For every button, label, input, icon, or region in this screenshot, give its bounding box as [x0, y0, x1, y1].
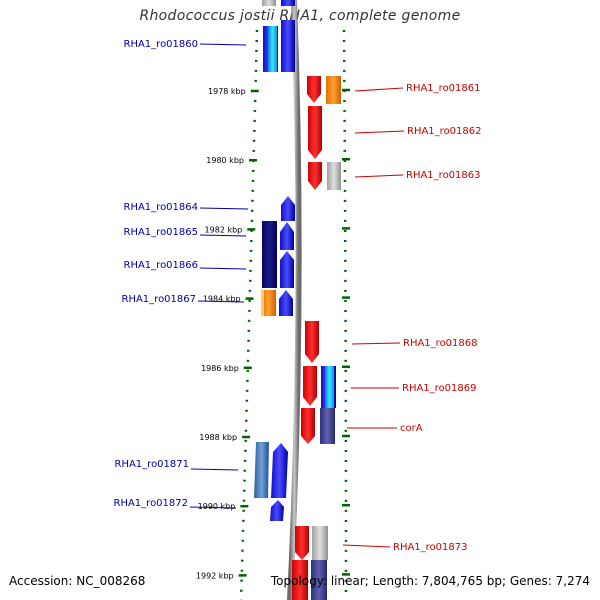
gene-label-corA[interactable]: corA	[400, 423, 423, 434]
scale-tick-label: 1988 kbp	[199, 433, 237, 442]
gene-RHA1_ro01861-glyph[interactable]	[307, 76, 341, 104]
gene-label-RHA1_ro01869[interactable]: RHA1_ro01869	[402, 383, 477, 394]
gene-RHA1_ro01865-glyph[interactable]	[262, 221, 294, 251]
gene-RHA1_ro01863-glyph[interactable]	[308, 162, 341, 190]
gene-leader-line	[354, 87, 404, 92]
genome-backbone	[287, 0, 302, 600]
scale-tick-label: 1984 kbp	[203, 295, 241, 304]
gene-leader-line	[199, 43, 247, 46]
gene-RHA1_ro01872-glyph[interactable]	[270, 500, 284, 521]
gene-label-RHA1_ro01862[interactable]: RHA1_ro01862	[407, 126, 482, 137]
gene-RHA1_ro01869-glyph[interactable]	[303, 366, 336, 408]
scale-tick-label: 1982 kbp	[205, 225, 243, 234]
map-title: Rhodococcus jostii RHA1, complete genome	[139, 8, 461, 24]
gene-label-RHA1_ro01867[interactable]: RHA1_ro01867	[122, 294, 197, 305]
gene-corA-glyph[interactable]	[301, 408, 335, 444]
gene-RHA1_ro01868-glyph[interactable]	[305, 321, 319, 363]
gene-leader-line	[354, 174, 404, 178]
gene-leader-line	[199, 234, 247, 237]
gene-leader-line	[342, 544, 391, 548]
scale-tick-label: 1978 kbp	[208, 87, 246, 96]
gene-label-RHA1_ro01861[interactable]: RHA1_ro01861	[406, 83, 481, 94]
gene-RHA1_ro01867-glyph[interactable]	[261, 290, 293, 316]
guide-line-right	[342, 29, 348, 600]
scale-tick-label: 1992 kbp	[196, 571, 234, 580]
gene-label-RHA1_ro01860[interactable]: RHA1_ro01860	[124, 39, 199, 50]
gene-leader-line	[351, 342, 401, 345]
gene-leader-line	[189, 506, 237, 509]
scale-tick-label: 1990 kbp	[198, 502, 236, 511]
gene-leader-line	[199, 267, 247, 270]
genome-summary-text: Topology: linear; Length: 7,804,765 bp; …	[270, 574, 590, 588]
gene-leader-line	[190, 468, 239, 471]
gene-label-RHA1_ro01866[interactable]: RHA1_ro01866	[124, 260, 199, 271]
gene-label-RHA1_ro01868[interactable]: RHA1_ro01868	[403, 338, 478, 349]
gene-leader-line	[354, 130, 405, 134]
gene-label-RHA1_ro01872[interactable]: RHA1_ro01872	[114, 498, 189, 509]
gene-RHA1_ro01864-glyph[interactable]	[281, 196, 295, 221]
scale-tick-label: 1986 kbp	[201, 364, 239, 373]
gene-label-RHA1_ro01863[interactable]: RHA1_ro01863	[406, 170, 481, 181]
gene-leader-line	[199, 207, 249, 210]
gene-RHA1_ro01873-glyph[interactable]	[292, 526, 328, 600]
gene-RHA1_ro01871-glyph[interactable]	[254, 442, 288, 498]
gene-RHA1_ro01866-glyph[interactable]	[262, 251, 294, 288]
gene-label-RHA1_ro01865[interactable]: RHA1_ro01865	[124, 227, 199, 238]
gene-label-RHA1_ro01871[interactable]: RHA1_ro01871	[115, 459, 190, 470]
gene-RHA1_ro01860-glyph[interactable]	[262, 0, 295, 72]
guide-line-left	[239, 29, 259, 600]
gene-label-RHA1_ro01873[interactable]: RHA1_ro01873	[393, 542, 468, 553]
gene-label-RHA1_ro01864[interactable]: RHA1_ro01864	[124, 202, 199, 213]
scale-tick-label: 1980 kbp	[206, 156, 244, 165]
gene-RHA1_ro01862-glyph[interactable]	[308, 106, 322, 159]
accession-text: Accession: NC_008268	[9, 574, 146, 588]
gene-leader-line	[197, 300, 245, 303]
